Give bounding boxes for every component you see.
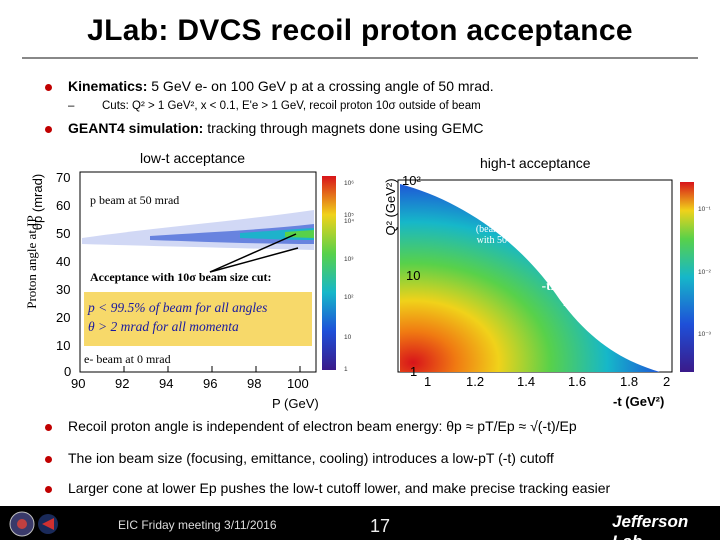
left-plot-heading: low-t acceptance [140, 150, 246, 166]
footer-lab-logo: Jefferson Lab [612, 512, 689, 551]
left-ytick: 10 [56, 338, 71, 353]
right-ann-tmax-line1: -tmax = 1.9 GeV² [541, 278, 641, 293]
right-xtick: 1 [424, 374, 432, 389]
right-ytick-top: 10² [402, 173, 421, 188]
left-xtick: 90 [71, 376, 86, 391]
right-ann-separation: (beam separation not an issue with 50 mr… [460, 224, 610, 246]
bullet-kinematics-label: Kinematics: [68, 78, 148, 94]
footer-page-number: 17 [370, 516, 391, 536]
left-xtick: 96 [203, 376, 218, 391]
right-plot-colorbar [680, 182, 694, 372]
right-cbtick: 10⁻³ [698, 331, 711, 338]
bullet-larger-cone: Larger cone at lower Ep pushes the low-t… [68, 480, 611, 496]
right-cbtick: 10⁻² [698, 269, 711, 276]
right-ann-magnet: High-t acceptance limited by magnet aper… [454, 186, 604, 216]
sub-bullet-dash: – [68, 100, 75, 112]
left-ann-box-line1: p < 99.5% of beam for all angles [88, 300, 268, 315]
left-cbtick: 10 [344, 334, 352, 341]
left-ytick: 20 [56, 310, 71, 325]
left-cbtick: 1 [344, 366, 348, 373]
right-ann-tmax-line2: ±14 mrad [563, 294, 619, 309]
left-ann-ebeam: e- beam at 0 mrad [84, 352, 171, 366]
right-cbtick: 10⁻¹ [698, 206, 711, 213]
right-xtick: 1.4 [517, 374, 536, 389]
footer-meeting: EIC Friday meeting 3/11/2016 [118, 518, 277, 532]
right-xtick: 1.8 [620, 374, 639, 389]
left-cbtick: 10⁴ [344, 218, 355, 225]
bullet-geant4-label: GEANT4 simulation: [68, 120, 204, 136]
right-xtick: 2 [663, 374, 671, 389]
left-ann-box-line2: θ > 2 mrad for all momenta [88, 319, 239, 334]
bullet-dot [45, 456, 52, 463]
left-cbtick: 10⁵ [344, 212, 354, 219]
sub-bullet-cuts: Cuts: Q² > 1 GeV², x < 0.1, E'e > 1 GeV,… [102, 100, 481, 112]
bullet-geant4: GEANT4 simulation: tracking through magn… [68, 120, 484, 136]
bullet-geant4-text: tracking through magnets done using GEMC [203, 120, 484, 136]
slide-title: JLab: DVCS recoil proton acceptance [87, 14, 633, 47]
left-xtick: 94 [159, 376, 174, 391]
title-divider [22, 57, 698, 59]
left-xtick: 100 [287, 376, 309, 391]
left-ytick: 60 [56, 198, 71, 213]
bullet-recoil: Recoil proton angle is independent of el… [68, 418, 577, 434]
bullet-dot [45, 424, 52, 431]
right-plot-heatmap [400, 184, 660, 372]
left-ytick: 30 [56, 282, 71, 297]
left-cbtick: 10³ [344, 256, 354, 263]
bullet-kinematics: Kinematics: 5 GeV e- on 100 GeV p at a c… [68, 78, 494, 94]
right-ytick-bot: 1 [410, 364, 418, 379]
left-plot-scatter-band [82, 210, 314, 250]
right-ytick-mid: 10 [406, 268, 421, 283]
left-cbtick: 10² [344, 294, 354, 301]
left-ytick: 70 [56, 170, 71, 185]
right-ann-separation-line1: (beam separation not an issue [475, 224, 595, 235]
left-ann-cut: Acceptance with 10σ beam size cut: [90, 270, 272, 284]
footer-logos [9, 511, 58, 537]
left-ann-beam: p beam at 50 mrad [90, 193, 180, 207]
right-ann-magnet-line1: High-t acceptance limited [467, 186, 591, 200]
bullet-dot [45, 486, 52, 493]
bullet-dot [45, 84, 52, 91]
right-ann-separation-line2: with 50 mrad crossing angle) [476, 235, 594, 246]
left-ytick: 40 [56, 254, 71, 269]
left-cbtick: 10⁶ [344, 180, 354, 187]
right-xtick: 1.2 [466, 374, 485, 389]
left-plot-xlabel: P (GeV) [272, 396, 319, 411]
right-plot-xlabel: -t (GeV²) [613, 394, 665, 409]
right-ann-magnet-line2: by magnet apertures [479, 201, 579, 215]
right-plot-heading: high-t acceptance [480, 155, 591, 171]
left-ytick: 0 [64, 364, 72, 379]
left-xtick: 98 [247, 376, 262, 391]
left-plot-colorbar [322, 176, 336, 370]
left-ytick: 50 [56, 226, 71, 241]
left-xtick: 92 [115, 376, 130, 391]
right-ann-tmax: -tmax = 1.9 GeV² ±14 mrad [516, 278, 666, 310]
bullet-kinematics-text: 5 GeV e- on 100 GeV p at a crossing angl… [147, 78, 494, 94]
left-plot-arrow-line [209, 233, 297, 273]
left-ann-box: p < 99.5% of beam for all angles θ > 2 m… [84, 292, 312, 346]
footer-bar [0, 506, 720, 540]
right-xtick: 1.6 [568, 374, 587, 389]
bullet-beam-size: The ion beam size (focusing, emittance, … [68, 450, 554, 466]
left-plot-arrow-line [209, 247, 299, 273]
bullet-dot [45, 126, 52, 133]
right-plot-ylabel: Q² (GeV²) [383, 178, 398, 236]
